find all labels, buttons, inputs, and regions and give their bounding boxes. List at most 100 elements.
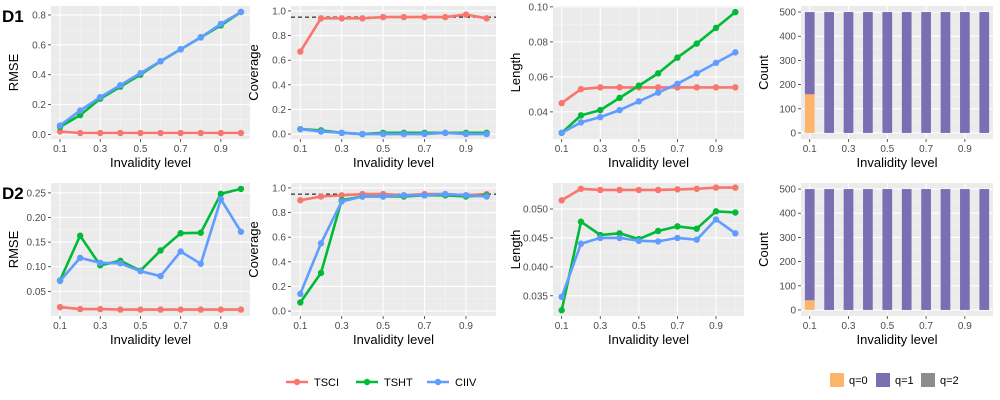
data-point-ciiv [462,130,470,138]
data-point-tsht [674,54,681,61]
bar-segment-q1 [804,189,815,301]
bar-segment-q1 [901,12,912,133]
data-point-ciiv [400,130,408,138]
legend-label: q=0 [849,375,868,387]
series-line-tsci [298,13,489,53]
x-axis-title: Invalidity level [110,155,191,170]
panel-background [553,183,744,316]
y-axis-title: Count [756,55,771,90]
bar-segment-q1 [882,12,893,133]
data-point-tsci [338,15,345,22]
x-tick-label: 0.7 [670,144,684,155]
data-point-tsci [462,11,470,18]
x-axis-title: Invalidity level [608,332,689,347]
y-tick-label: 0.6 [272,56,286,67]
data-point-tsht [297,299,304,306]
legend-key-point [434,378,442,386]
bar-segment-q1 [960,189,970,310]
y-tick-label: 0.2 [272,282,286,293]
y-tick-label: 0.25 [27,188,47,199]
data-point-tsci [400,13,408,21]
x-tick-label: 0.3 [842,144,856,155]
y-tick-label: 0.4 [272,80,286,91]
x-tick-label: 0.1 [555,321,569,332]
bar-segment-q1 [979,12,990,133]
data-point-tsci [297,48,304,55]
data-point-tsci [297,197,304,204]
x-tick-label: 0.5 [376,321,390,332]
y-tick-label: 0.8 [272,208,286,219]
data-point-tsci [654,84,662,91]
x-axis-title: Invalidity level [353,155,434,170]
y-tick-label: 0.05 [27,287,47,298]
y-tick-label: 0.15 [27,238,47,249]
data-point-ciiv [338,198,345,205]
bar-segment-q1 [960,12,970,133]
legend-item-q1: q=1 [876,373,914,387]
x-tick-label: 0.1 [293,144,307,155]
panel-background [553,6,744,139]
x-tick-label: 0.5 [376,144,390,155]
data-point-ciiv [117,260,124,267]
data-point-ciiv [577,119,585,126]
panel-d1-count: 0 100 200 300 400 500 0.1 0.3 0.5 0.7 0.9 Invalidit… [756,6,993,170]
y-tick-label: 400 [779,32,796,43]
data-point-ciiv [177,46,184,53]
data-point-tsci [317,193,325,200]
data-point-ciiv [97,93,104,101]
data-point-tsht [237,185,245,193]
y-tick-label: 500 [779,8,796,19]
data-point-tsci [217,129,225,137]
data-point-ciiv [379,130,387,138]
y-tick-label: 300 [779,233,796,244]
x-tick-label: 0.1 [803,321,817,332]
x-tick-label: 0.7 [919,321,933,332]
y-tick-label: 400 [779,209,796,220]
y-tick-label: 0.2 [32,100,46,111]
y-axis-title: Coverage [246,44,261,100]
x-tick-label: 0.5 [632,144,646,155]
y-tick-label: 200 [779,257,796,268]
y-axis-title: RMSE [6,230,21,268]
data-point-tsci [483,15,490,22]
x-tick-label: 0.1 [803,144,817,155]
data-point-tsci [558,197,565,204]
y-tick-label: 0.0 [32,130,46,141]
data-point-ciiv [217,196,225,203]
x-tick-label: 0.7 [174,144,188,155]
data-point-ciiv [558,129,565,137]
bar-segment-q0 [804,300,815,310]
y-tick-label: 0.035 [523,291,548,302]
data-point-ciiv [297,125,304,133]
data-point-tsci [338,192,345,199]
x-tick-label: 0.5 [880,144,894,155]
data-point-tsci [359,15,366,22]
x-tick-label: 0.5 [632,321,646,332]
data-point-tsht [654,227,662,235]
legend-label: q=1 [895,375,914,387]
data-point-ciiv [359,193,366,200]
y-tick-label: 0.08 [529,37,549,48]
data-point-tsci [577,185,585,192]
series-line-tsci [58,305,243,311]
data-point-ciiv [400,192,408,199]
data-point-tsci [197,129,204,137]
data-point-tsci [76,305,84,313]
y-axis-title: Length [508,53,523,93]
data-point-tsci [712,84,720,91]
legend-item-tsht: TSHT [356,377,413,389]
y-tick-label: 0 [790,305,796,316]
bar-segment-q1 [921,12,931,133]
x-axis-title: Invalidity level [857,332,938,347]
x-tick-label: 0.9 [958,144,972,155]
bar-segment-q1 [843,189,854,310]
x-tick-label: 0.3 [93,144,107,155]
legend-item-q2: q=2 [921,373,959,387]
data-point-ciiv [76,254,84,262]
data-point-ciiv [616,106,623,114]
data-point-tsci [558,99,565,107]
data-point-ciiv [76,107,84,114]
y-tick-label: 0.4 [32,70,46,81]
data-point-ciiv [97,259,104,266]
y-tick-label: 0.10 [529,2,549,13]
